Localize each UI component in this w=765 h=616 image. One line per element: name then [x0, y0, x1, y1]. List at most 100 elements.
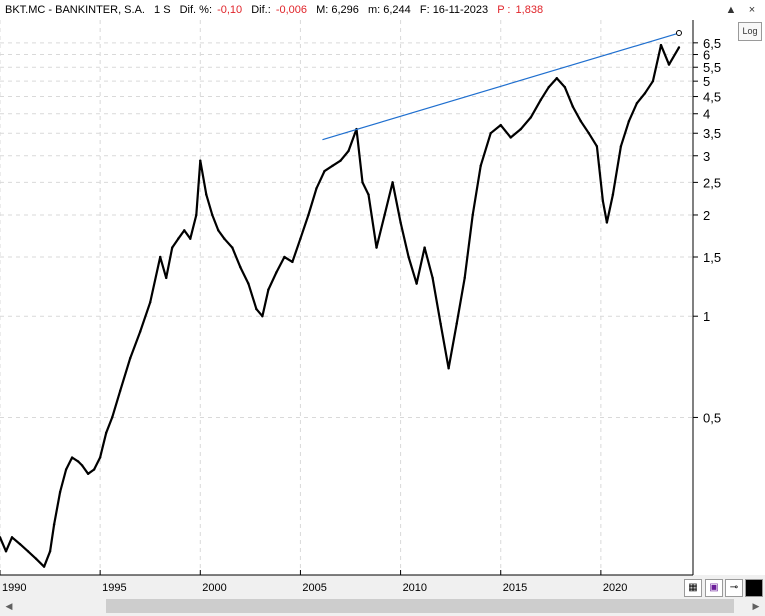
price-point	[447, 367, 450, 370]
dif-pct-label: Dif. %:	[179, 4, 213, 16]
price-point	[489, 132, 492, 135]
x-tick-label: 1990	[2, 582, 26, 594]
price-point	[529, 116, 532, 119]
horizontal-scrollbar[interactable]: ◀ ▶	[0, 597, 765, 616]
price-point	[471, 213, 474, 217]
x-tick-label: 2005	[302, 582, 326, 594]
price-point	[519, 127, 522, 131]
y-axis-ticks: 6,565,554,5 4 3,5 3 2,5 2 1,5 1 0,5	[693, 36, 721, 425]
price-point	[677, 46, 681, 49]
price-chart: 6,565,554,5 4 3,5 3 2,5 2 1,5 1 0,5 1990 1995 2000…	[0, 20, 721, 594]
price-point	[223, 237, 226, 240]
p-value: 1,838	[515, 4, 544, 16]
close-icon[interactable]: ×	[748, 4, 756, 16]
price-point	[183, 229, 186, 232]
price-point	[619, 145, 623, 148]
price-point	[415, 282, 418, 285]
price-point	[86, 472, 90, 475]
price-point	[283, 255, 286, 259]
price-point	[64, 468, 68, 471]
x-tick-label: 2010	[403, 582, 427, 594]
price-point	[211, 213, 214, 217]
y-tick-label: 2,5	[703, 175, 721, 190]
price-point	[659, 43, 663, 47]
y-tick-label: 6	[703, 48, 710, 63]
price-point	[605, 221, 609, 224]
price-point	[48, 550, 52, 553]
price-point	[611, 193, 615, 196]
price-point	[563, 85, 567, 89]
price-point	[0, 536, 2, 539]
price-point	[139, 330, 142, 333]
price-point	[92, 468, 96, 471]
price-point	[339, 159, 342, 162]
max-label: M: 6,296	[316, 4, 359, 16]
price-point	[58, 490, 62, 494]
price-point	[627, 120, 631, 123]
price-point	[199, 159, 202, 162]
interval-label: 1 S	[154, 4, 171, 16]
price-point	[177, 237, 180, 240]
grid-toggle-icon[interactable]: ▦	[684, 579, 702, 597]
price-point	[4, 550, 8, 553]
y-tick-label: 4	[703, 107, 710, 122]
y-tick-label: 5	[703, 74, 710, 89]
price-point	[98, 456, 102, 459]
price-point	[255, 307, 258, 311]
scroll-right-icon[interactable]: ▶	[752, 601, 760, 611]
dif-value: -0,006	[275, 4, 308, 16]
price-point	[439, 322, 442, 325]
trendline[interactable]	[322, 32, 680, 141]
y-tick-label: 2	[703, 208, 710, 223]
price-point	[247, 282, 250, 285]
price-point	[118, 389, 122, 393]
price-point	[261, 315, 264, 318]
date-label: F: 16-11-2023	[419, 4, 489, 16]
price-point	[34, 557, 38, 560]
price-point	[547, 85, 550, 89]
price-point	[110, 416, 114, 419]
price-point	[275, 271, 278, 274]
y-tick-label: 1,5	[703, 250, 721, 265]
trendline-handle[interactable]	[675, 30, 682, 37]
x-tick-label: 2020	[603, 582, 627, 594]
price-point	[331, 164, 334, 168]
series-layer	[0, 30, 682, 568]
y-tick-label: 5,5	[703, 60, 721, 75]
price-point	[307, 213, 310, 217]
scroll-thumb[interactable]	[106, 599, 734, 613]
price-point	[104, 431, 108, 435]
price-point	[291, 260, 294, 264]
price-point	[587, 132, 591, 135]
price-point	[18, 542, 22, 546]
save-icon[interactable]: ▣	[705, 579, 723, 597]
window-up-icon[interactable]: ▲	[725, 4, 737, 16]
x-tick-label: 2015	[503, 582, 527, 594]
y-tick-label: 3,5	[703, 126, 721, 141]
price-point	[76, 460, 80, 463]
price-point	[391, 181, 394, 184]
price-point	[52, 523, 56, 526]
price-point	[383, 213, 386, 217]
price-point	[579, 120, 583, 123]
price-point	[231, 246, 234, 249]
pin-icon[interactable]: ⊸	[725, 579, 743, 597]
price-point	[267, 288, 270, 291]
price-point	[375, 246, 378, 249]
price-point	[463, 276, 466, 280]
price-point	[315, 187, 318, 190]
dif-label: Dif.:	[251, 4, 271, 16]
price-point	[479, 164, 482, 168]
price-point	[217, 229, 220, 232]
scroll-left-icon[interactable]: ◀	[5, 601, 13, 611]
color-swatch-icon[interactable]	[745, 579, 763, 597]
price-point	[299, 237, 302, 240]
log-scale-button[interactable]: Log	[738, 22, 762, 41]
price-point	[42, 565, 46, 568]
price-point	[509, 136, 512, 139]
price-point	[159, 255, 162, 259]
price-point	[347, 149, 350, 153]
price-point	[70, 456, 74, 459]
price-point	[601, 199, 605, 203]
price-point	[189, 237, 192, 240]
